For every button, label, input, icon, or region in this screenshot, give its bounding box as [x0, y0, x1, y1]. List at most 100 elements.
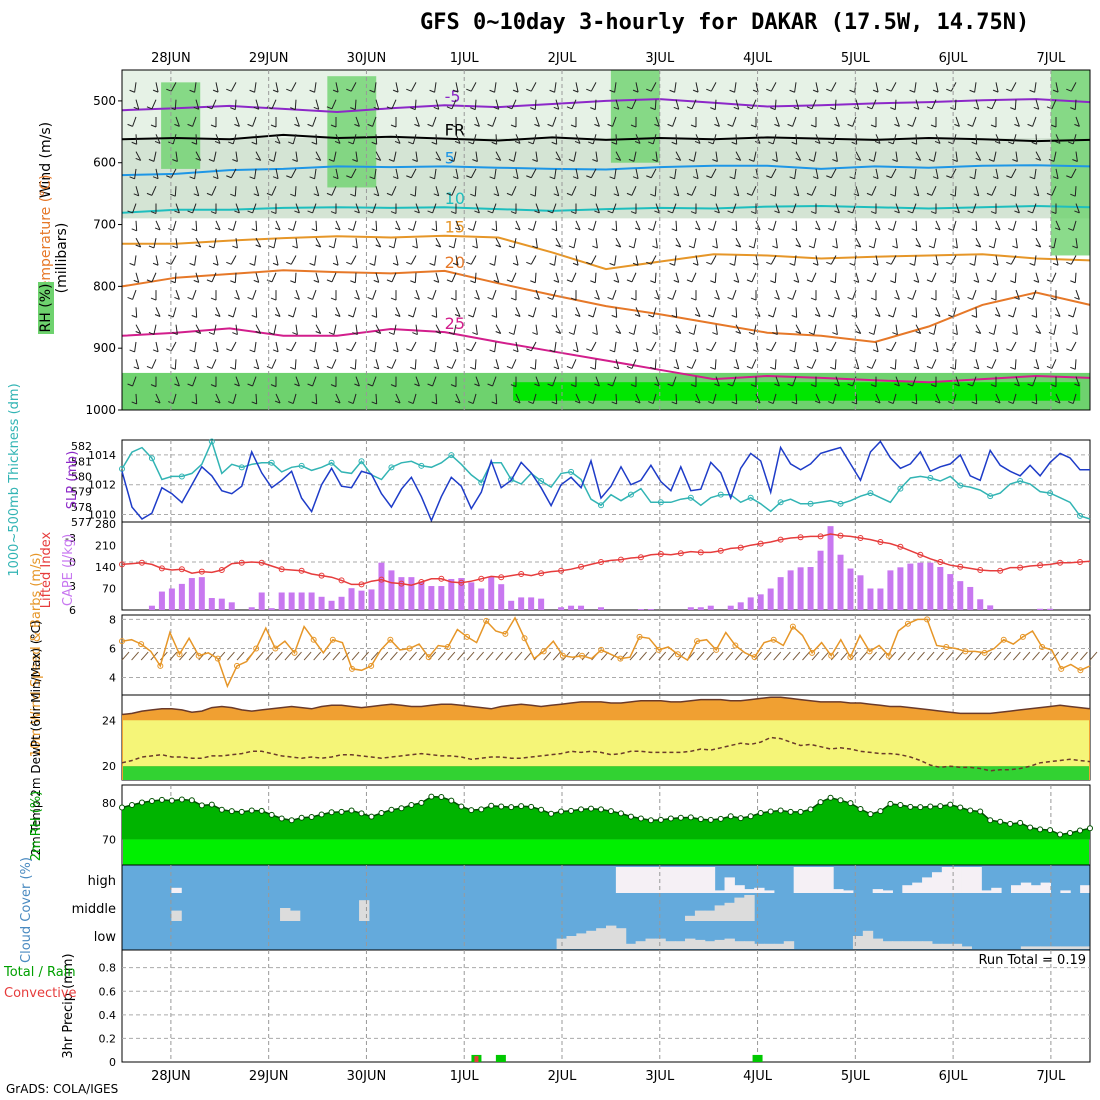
wind-barb-flag	[669, 89, 675, 93]
wind-barb-flag	[367, 297, 373, 300]
wind-barb-flag	[934, 140, 941, 144]
wind-barb-flag	[189, 349, 195, 353]
wind-barb-flag	[313, 366, 319, 370]
wind-barb-flag	[1031, 314, 1037, 318]
cloud-high-bars	[171, 867, 1091, 893]
wind-barb	[1012, 134, 1017, 145]
wind-barb	[832, 393, 837, 404]
wind-barb	[914, 168, 917, 179]
wind-barb-flag	[1029, 262, 1035, 266]
wind-barb	[734, 168, 737, 179]
wind-barb	[555, 237, 562, 248]
wind-barb	[1010, 341, 1017, 352]
wind-barb-flag	[613, 193, 619, 197]
wind-barb	[571, 272, 577, 283]
wind-barb	[1015, 238, 1018, 249]
cape-bar	[647, 609, 654, 610]
wind-barb-flag	[547, 297, 553, 300]
wind-barb	[375, 99, 380, 110]
wind-barb-flag	[232, 245, 238, 249]
wind-barb-flag	[907, 297, 913, 300]
data-point	[308, 814, 315, 820]
data-point	[867, 490, 874, 497]
wind-barb	[735, 220, 738, 231]
wind-barb	[774, 99, 777, 110]
wind-barb	[774, 272, 777, 283]
wind-barb-flag	[652, 245, 658, 249]
wind-barb-flag	[810, 297, 817, 301]
wind-barb-flag	[994, 400, 1001, 404]
wind-barb-flag	[1074, 383, 1080, 387]
data-point	[598, 559, 605, 565]
wind-barb	[155, 393, 161, 404]
wind-barb	[415, 203, 420, 214]
wind-barb-flag	[766, 88, 772, 92]
wind-barb-flag	[491, 141, 497, 145]
wind-barb	[855, 237, 862, 248]
wind-barb	[735, 272, 740, 283]
wind-barb-flag	[1052, 89, 1059, 93]
wind-barb	[712, 393, 717, 404]
wind-barb	[993, 151, 997, 162]
data-point	[1077, 559, 1084, 565]
wind-barb-flag	[930, 211, 937, 214]
wind-barb	[435, 186, 440, 196]
wind-barb	[393, 324, 397, 335]
wind-barb-flag	[1014, 297, 1020, 300]
wind-barb-flag	[309, 349, 315, 353]
wind-barb	[1035, 237, 1042, 248]
wind-barb	[453, 238, 457, 249]
cape-bar	[328, 600, 335, 610]
data-point	[1037, 562, 1044, 569]
wind-barb	[875, 341, 879, 352]
wind-barb-flag	[234, 383, 240, 387]
wind-barb-flag	[768, 314, 774, 318]
wind-barb	[1075, 238, 1078, 249]
wind-barb-flag	[253, 366, 259, 370]
wind-barb	[753, 324, 757, 335]
wind-barb	[451, 99, 457, 110]
data-point	[977, 567, 984, 573]
cape-bar	[757, 594, 764, 610]
wind-barb-flag	[934, 227, 941, 231]
lifted-tick-label: 6	[69, 604, 76, 617]
wind-barb-flag	[390, 384, 397, 388]
wind-barb	[834, 272, 837, 283]
wind-barb	[635, 134, 641, 144]
data-point	[119, 561, 125, 568]
wind-barb-flag	[870, 211, 877, 214]
wind-barb-flag	[967, 297, 973, 300]
wind-barb	[751, 186, 757, 196]
cape-bar	[707, 605, 714, 610]
wind-barb	[530, 168, 537, 178]
data-point	[1000, 636, 1007, 643]
wind-barb-flag	[768, 401, 774, 405]
wind-barb	[134, 168, 137, 179]
wind-barb	[614, 255, 617, 266]
wind-barb	[631, 272, 637, 283]
wind-barb-flag	[508, 158, 515, 162]
wind-barb-flag	[448, 332, 455, 335]
cloud-bar	[773, 943, 785, 949]
wind-barb-flag	[547, 123, 553, 127]
wind-barb	[592, 393, 597, 404]
wind-barb-flag	[493, 106, 499, 110]
wind-barb-flag	[208, 332, 215, 335]
rh2m-series-markers	[119, 793, 1093, 838]
wind-barb-flag	[671, 401, 677, 405]
wind-barb	[535, 376, 540, 387]
wind-barb-flag	[847, 383, 853, 387]
cloud-bar	[685, 867, 696, 893]
wind-barb-flag	[1014, 210, 1020, 214]
wind-barb	[294, 359, 297, 370]
wind-barb	[1055, 255, 1059, 266]
wind-barb-flag	[354, 210, 360, 214]
wind-barb	[1012, 220, 1017, 231]
wind-barb-flag	[373, 193, 379, 197]
wind-barb	[352, 220, 357, 231]
data-point	[747, 813, 754, 820]
wind-barb-flag	[686, 279, 693, 283]
wind-barb	[775, 289, 780, 300]
cloud-bar	[171, 910, 182, 921]
wind-barb-flag	[973, 193, 979, 197]
